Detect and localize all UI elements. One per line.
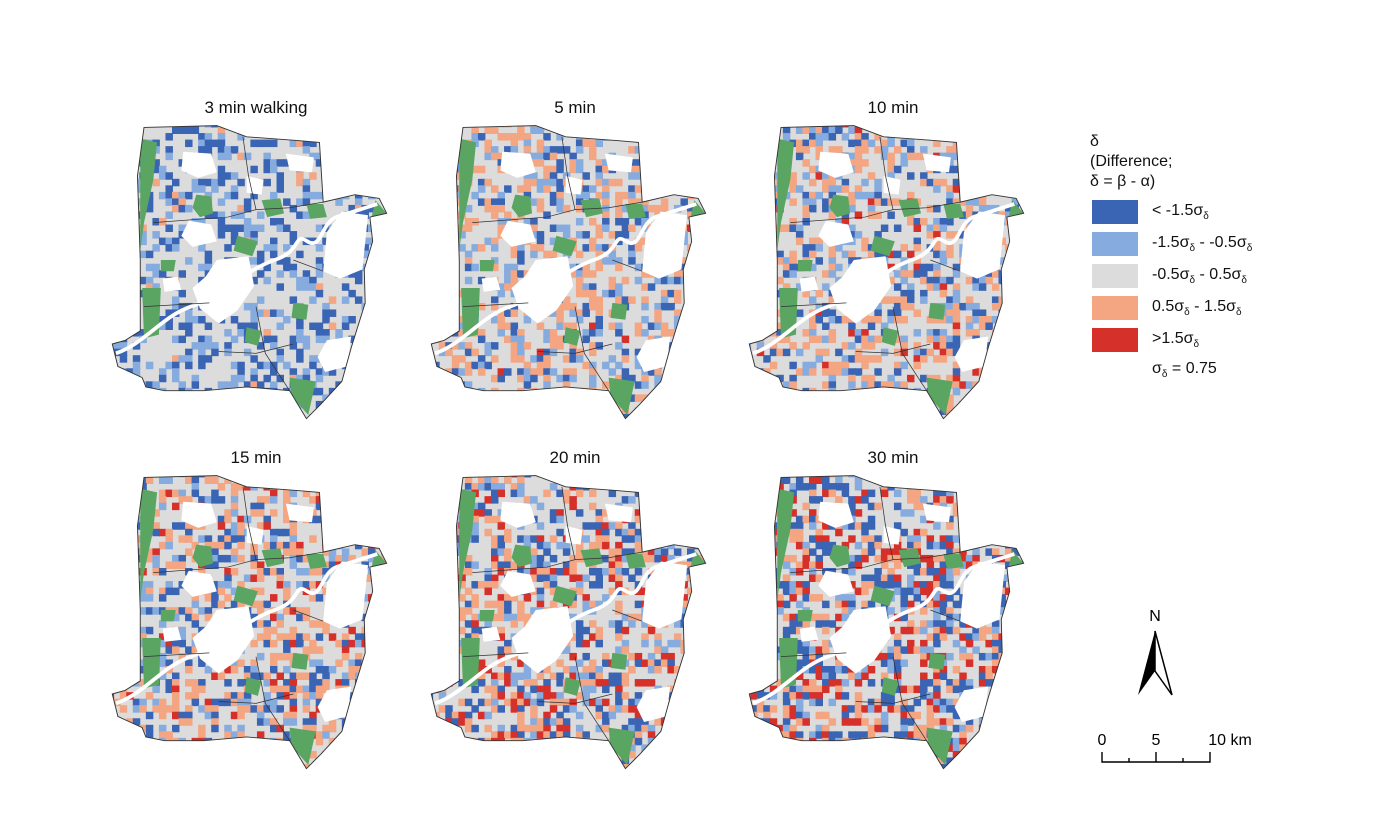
legend-item: 0.5σδ - 1.5σδ [1090,292,1350,324]
map-boundary [111,475,388,770]
panel-title: 5 min [554,98,596,117]
north-label: N [1149,608,1161,625]
legend-swatch [1092,200,1138,224]
panel-title: 3 min walking [204,98,308,117]
map-panel: 3 min walking [96,98,416,428]
legend-swatch [1092,232,1138,256]
legend-label: < -1.5σδ [1152,202,1209,223]
legend: δ (Difference; δ = β - α) < -1.5σδ -1.5σδ… [1090,132,1350,380]
map-boundary [430,125,707,420]
north-arrow: N [1130,605,1180,705]
legend-swatch [1092,328,1138,352]
legend-label: -0.5σδ - 0.5σδ [1152,266,1247,287]
legend-label: 0.5σδ - 1.5σδ [1152,298,1242,319]
scale-label-10km: 10 km [1208,732,1252,749]
map-boundary [111,125,388,420]
legend-label: -1.5σδ - -0.5σδ [1152,234,1253,255]
legend-items: < -1.5σδ -1.5σδ - -0.5σδ -0.5σδ - 0.5σδ 0.5… [1090,196,1350,356]
map-panel: 20 min [415,448,735,778]
choropleth-map [748,125,1025,420]
map-panel: 15 min [96,448,416,778]
choropleth-map [430,125,707,420]
map-panel: 10 min [733,98,1053,428]
legend-swatch [1092,264,1138,288]
legend-item: < -1.5σδ [1090,196,1350,228]
map-boundary [430,475,707,770]
legend-item: -0.5σδ - 0.5σδ [1090,260,1350,292]
panel-title: 20 min [549,448,601,467]
choropleth-map [748,475,1025,770]
north-arrow-right-half [1154,630,1173,696]
legend-subtitle-1: (Difference; [1090,153,1173,170]
legend-label: >1.5σδ [1152,330,1200,351]
legend-sigma-note: σδ = 0.75 [1152,360,1217,381]
panel-title: 10 min [867,98,919,117]
legend-item: -1.5σδ - -0.5σδ [1090,228,1350,260]
choropleth-map [430,475,707,770]
map-panel: 5 min [415,98,735,428]
map-boundary [748,125,1025,420]
choropleth-map [111,475,388,770]
map-panel: 30 min [733,448,1053,778]
legend-subtitle-2: δ = β - α) [1090,173,1156,190]
panel-title: 30 min [867,448,919,467]
choropleth-map [111,125,388,420]
legend-symbol: δ [1090,133,1099,150]
scale-label-5: 5 [1152,732,1161,749]
map-boundary [748,475,1025,770]
scale-label-0: 0 [1098,732,1107,749]
panel-title: 15 min [230,448,282,467]
scale-bar: 0 5 10 km [1090,728,1260,773]
legend-swatch [1092,296,1138,320]
legend-item: >1.5σδ [1090,324,1350,356]
north-arrow-left-half [1138,631,1155,695]
